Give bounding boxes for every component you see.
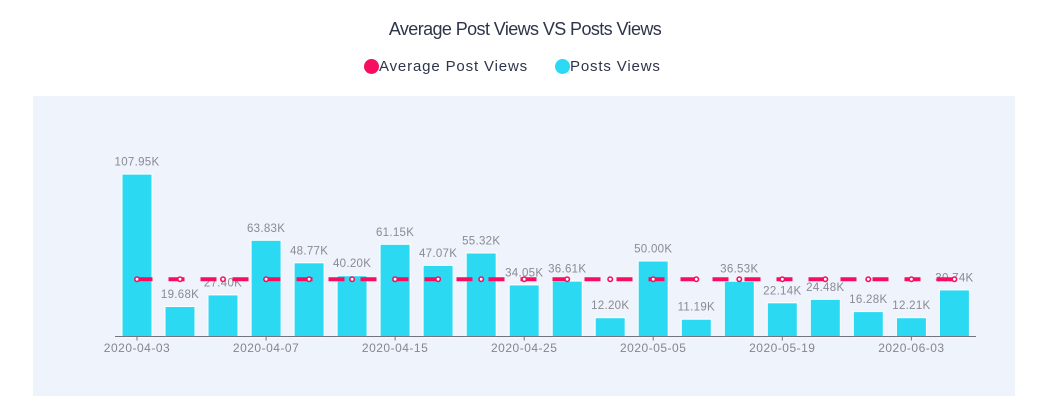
svg-text:61.15K: 61.15K	[376, 227, 414, 239]
svg-text:2020-05-05: 2020-05-05	[620, 341, 686, 355]
svg-text:2020-04-25: 2020-04-25	[491, 341, 557, 355]
svg-text:24.48K: 24.48K	[806, 282, 844, 294]
svg-text:11.19K: 11.19K	[678, 302, 715, 314]
svg-text:2020-05-19: 2020-05-19	[749, 341, 815, 355]
svg-text:12.21K: 12.21K	[892, 300, 930, 312]
svg-text:48.77K: 48.77K	[290, 245, 328, 257]
svg-text:47.07K: 47.07K	[419, 248, 457, 260]
svg-text:107.95K: 107.95K	[115, 157, 160, 169]
svg-text:2020-04-03: 2020-04-03	[104, 341, 170, 355]
svg-text:2020-06-03: 2020-06-03	[878, 341, 944, 355]
svg-text:19.68K: 19.68K	[161, 289, 199, 301]
svg-text:36.53K: 36.53K	[720, 264, 758, 276]
svg-text:50.00K: 50.00K	[634, 244, 672, 256]
svg-text:36.61K: 36.61K	[548, 264, 586, 276]
svg-text:55.32K: 55.32K	[462, 236, 500, 248]
svg-text:12.20K: 12.20K	[591, 300, 629, 312]
svg-text:34.05K: 34.05K	[505, 267, 543, 279]
svg-text:2020-04-07: 2020-04-07	[233, 341, 299, 355]
svg-text:22.14K: 22.14K	[763, 285, 801, 297]
svg-text:40.20K: 40.20K	[333, 258, 371, 270]
svg-text:63.83K: 63.83K	[247, 223, 285, 235]
svg-text:16.28K: 16.28K	[849, 294, 887, 306]
svg-text:2020-04-15: 2020-04-15	[362, 341, 428, 355]
